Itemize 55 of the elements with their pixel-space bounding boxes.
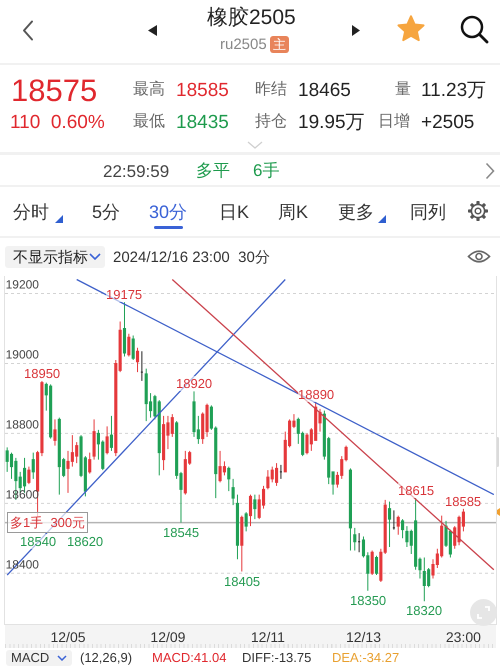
text: DEA:-34.27 <box>332 650 400 665</box>
x-tick-label: 12/11 <box>250 628 286 645</box>
annotation: 18950 <box>24 366 60 381</box>
text: 昨结 <box>255 81 287 98</box>
text: 18435 <box>176 112 229 133</box>
x-tick-label: 12/05 <box>50 628 86 645</box>
text: +2505 <box>421 112 474 133</box>
text: 不显示指标 <box>13 249 88 266</box>
text: (12,26,9) <box>80 650 132 665</box>
text: 多平 <box>196 161 230 180</box>
annotation: 18540 <box>20 534 56 549</box>
text: 日K <box>219 202 250 222</box>
chart-subtitle: ru2505 <box>220 36 267 53</box>
x-tick-label: 12/13 <box>346 628 382 645</box>
annotation: 18585 <box>445 494 482 509</box>
annotation: 18890 <box>298 387 334 402</box>
annotation: 18920 <box>176 376 212 391</box>
text: 最低 <box>133 113 165 130</box>
text: 18585 <box>176 80 229 101</box>
text: 周K <box>278 202 308 222</box>
text: 日增 <box>378 113 410 130</box>
text: 更多 <box>338 202 374 222</box>
x-tick-label: 12/09 <box>150 628 186 645</box>
annotation: 18620 <box>67 534 104 549</box>
text: 22:59:59 <box>103 162 170 181</box>
text: 6手 <box>253 161 280 180</box>
text: 30分 <box>149 202 188 222</box>
text: 19.95万 <box>298 112 365 133</box>
text: 18575 <box>11 73 98 108</box>
annotation: 19175 <box>106 287 142 302</box>
text: 主 <box>270 36 289 53</box>
annotation: 18405 <box>224 574 260 589</box>
text: 量 <box>395 81 411 98</box>
y-tick-label: 18800 <box>6 418 40 432</box>
text: 持仓 <box>255 113 287 130</box>
text: 分时 <box>13 202 49 222</box>
text: 同列 <box>410 202 446 222</box>
annotation: 18615 <box>398 483 434 498</box>
text: 最高 <box>133 81 165 98</box>
ref-line-label: 多1手 300元 <box>10 515 86 530</box>
text: MACD:41.04 <box>152 650 226 665</box>
x-tick-label: 23:00 <box>446 628 482 645</box>
text: 18465 <box>298 80 351 101</box>
text: 110 0.60% <box>10 112 105 133</box>
annotation: 18350 <box>350 593 386 608</box>
text: 2024/12/16 23:00 30分 <box>113 249 270 266</box>
chart-title: 橡胶2505 <box>207 6 296 29</box>
text: 11.23万 <box>421 80 486 101</box>
text: DIFF:-13.75 <box>242 650 312 665</box>
annotation: 18545 <box>163 525 200 540</box>
y-tick-label: 19000 <box>6 348 40 362</box>
annotation: 18320 <box>406 603 442 618</box>
text: 5分 <box>92 202 120 222</box>
text: MACD <box>11 650 50 665</box>
y-tick-label: 19200 <box>6 278 40 292</box>
